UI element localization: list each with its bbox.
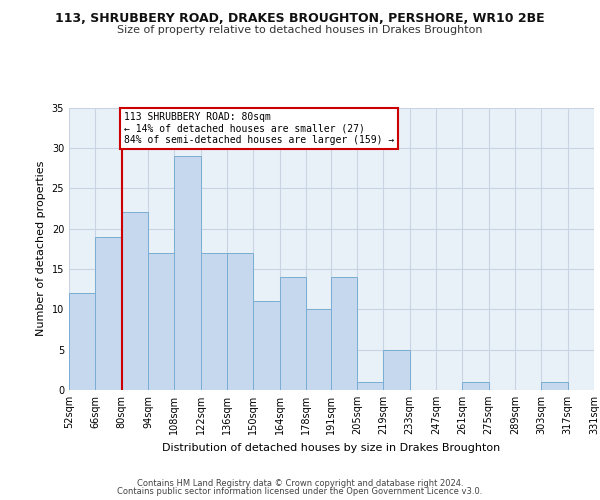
- Bar: [331, 277, 357, 390]
- Bar: [280, 277, 306, 390]
- Bar: [95, 236, 122, 390]
- Y-axis label: Number of detached properties: Number of detached properties: [36, 161, 46, 336]
- Bar: [306, 310, 331, 390]
- Bar: [462, 382, 488, 390]
- Bar: [594, 382, 600, 390]
- Bar: [541, 382, 568, 390]
- Bar: [357, 382, 383, 390]
- Text: Contains HM Land Registry data © Crown copyright and database right 2024.: Contains HM Land Registry data © Crown c…: [137, 478, 463, 488]
- X-axis label: Distribution of detached houses by size in Drakes Broughton: Distribution of detached houses by size …: [163, 442, 500, 452]
- Bar: [69, 293, 95, 390]
- Bar: [122, 212, 148, 390]
- Bar: [175, 156, 201, 390]
- Text: Size of property relative to detached houses in Drakes Broughton: Size of property relative to detached ho…: [117, 25, 483, 35]
- Text: 113, SHRUBBERY ROAD, DRAKES BROUGHTON, PERSHORE, WR10 2BE: 113, SHRUBBERY ROAD, DRAKES BROUGHTON, P…: [55, 12, 545, 26]
- Text: 113 SHRUBBERY ROAD: 80sqm
← 14% of detached houses are smaller (27)
84% of semi-: 113 SHRUBBERY ROAD: 80sqm ← 14% of detac…: [124, 112, 394, 144]
- Bar: [148, 253, 175, 390]
- Bar: [227, 253, 253, 390]
- Bar: [253, 301, 280, 390]
- Bar: [201, 253, 227, 390]
- Bar: [383, 350, 410, 390]
- Text: Contains public sector information licensed under the Open Government Licence v3: Contains public sector information licen…: [118, 487, 482, 496]
